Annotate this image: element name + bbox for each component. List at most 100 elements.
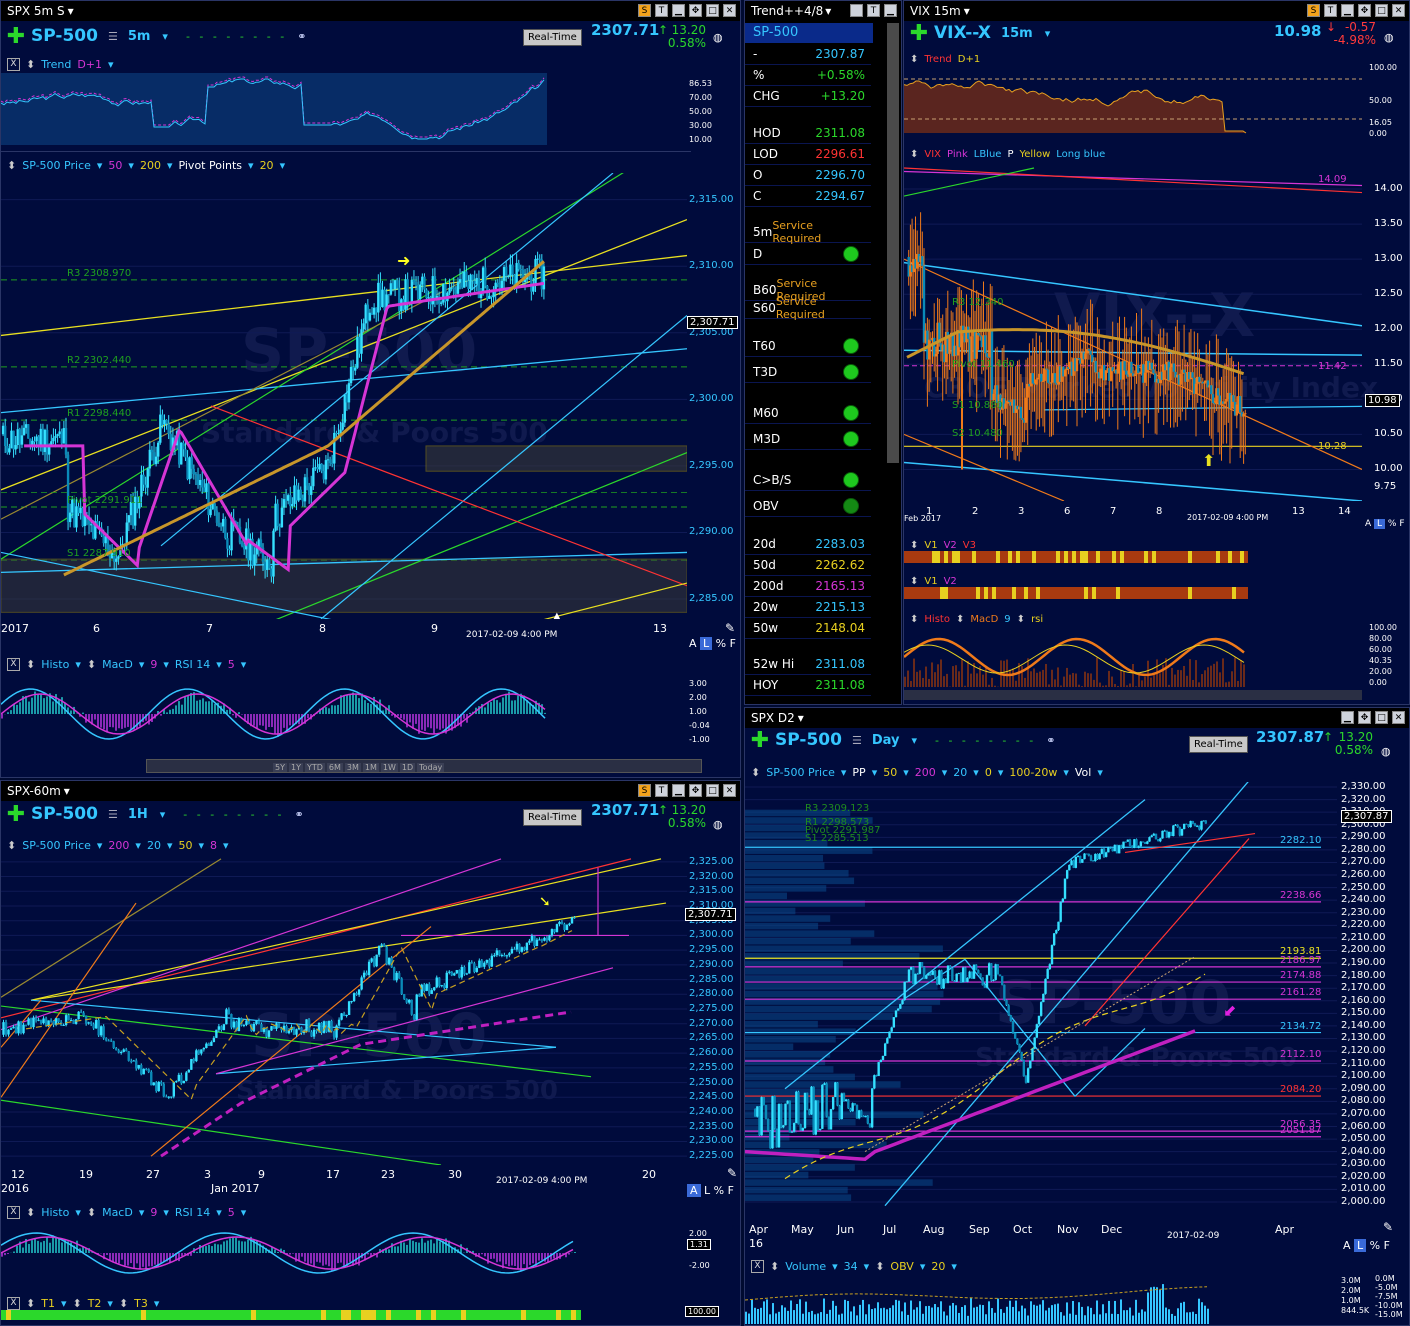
symbol-link-button[interactable]: S — [638, 4, 651, 17]
minimize-button[interactable]: ▁ — [672, 4, 685, 17]
pane-titlebar[interactable]: VIX 15m ▾ S T ▁ ✥ □ ✕ — [904, 1, 1409, 21]
symbol-name[interactable]: SP-500 — [775, 730, 842, 750]
rsi-label[interactable]: RSI 14 — [174, 657, 211, 671]
symbol-name[interactable]: SP-500 — [31, 804, 98, 824]
obv-label[interactable]: OBV — [890, 1259, 914, 1273]
close-study-icon[interactable]: X — [7, 1205, 20, 1219]
v1-label[interactable]: V1 — [924, 539, 938, 551]
range-button[interactable]: 3M — [344, 763, 361, 772]
histo-label[interactable]: Histo — [41, 1205, 70, 1219]
binoculars-icon[interactable]: ⚭ — [1046, 733, 1056, 747]
timeframe-select[interactable]: 1H — [127, 806, 148, 822]
pane-titlebar[interactable]: SPX 5m S ▾ S T ▁ ✥ □ ✕ — [1, 1, 740, 21]
close-study-icon[interactable]: X — [751, 1259, 764, 1273]
vix-label[interactable]: VIX — [924, 148, 942, 160]
range-button[interactable]: YTD — [304, 763, 325, 772]
scale-options[interactable]: A L % F — [1365, 519, 1405, 529]
close-study-icon[interactable]: X — [7, 1296, 20, 1310]
template-button[interactable]: T — [655, 784, 668, 797]
draw-pencil-icon[interactable]: ✎ — [725, 621, 736, 635]
drawing-tools[interactable]: - - - - - - - - — [935, 733, 1037, 747]
list-icon[interactable]: ☰ — [107, 807, 118, 821]
maximize-button[interactable]: □ — [706, 4, 719, 17]
minimize-button[interactable]: ▁ — [884, 4, 897, 17]
close-button[interactable]: ✕ — [723, 4, 736, 17]
close-study-icon[interactable]: X — [7, 657, 20, 671]
binoculars-icon[interactable]: ⚭ — [294, 807, 304, 821]
symbol-name[interactable]: SP-500 — [31, 26, 98, 46]
trend-study-label[interactable]: Trend — [924, 53, 952, 65]
range-button[interactable]: 5Y — [273, 763, 287, 772]
add-icon[interactable]: ✚ — [909, 20, 929, 46]
add-icon[interactable]: ✚ — [6, 801, 26, 827]
maximize-button[interactable]: □ — [706, 784, 719, 797]
macd-label[interactable]: MacD — [102, 1205, 133, 1219]
minimize-button[interactable]: ▁ — [1341, 711, 1354, 724]
symbol-link-button[interactable]: S — [638, 784, 651, 797]
pane-titlebar[interactable]: SPX-60m ▾ S T ▁ ✥ □ ✕ — [1, 781, 740, 801]
range-button[interactable]: 1D — [399, 763, 416, 772]
add-icon[interactable]: ✚ — [750, 727, 770, 753]
globe-icon[interactable]: ◍ — [713, 31, 723, 44]
price-study-label[interactable]: SP-500 Price — [22, 158, 91, 172]
range-scrollbar[interactable] — [904, 690, 1362, 700]
pane-titlebar[interactable]: SPX D2 ▾ ▁ ✥ □ ✕ — [745, 708, 1409, 728]
timeframe-select[interactable]: Day — [871, 732, 900, 748]
binoculars-icon[interactable]: ⚭ — [297, 29, 307, 43]
timeframe-select[interactable]: 15m — [1001, 25, 1033, 41]
move-icon[interactable]: ✥ — [1358, 711, 1371, 724]
scale-options[interactable]: A L % F — [689, 637, 736, 650]
minimize-button[interactable]: ▁ — [672, 784, 685, 797]
v1-label[interactable]: V1 — [924, 575, 938, 587]
rsi-label[interactable]: RSI 14 — [174, 1205, 211, 1219]
volume-label[interactable]: Volume — [785, 1259, 827, 1273]
pane-titlebar[interactable]: Trend++4/8 ▾ T ▁ — [745, 1, 901, 21]
minimize-button[interactable]: ▁ — [1341, 4, 1354, 17]
template-button[interactable]: T — [867, 4, 880, 17]
add-icon[interactable]: ✚ — [6, 23, 26, 49]
globe-icon[interactable]: ◍ — [1384, 31, 1394, 44]
histo-label[interactable]: Histo — [924, 613, 950, 625]
move-icon[interactable]: ✥ — [689, 784, 702, 797]
template-button[interactable]: T — [1324, 4, 1337, 17]
move-icon[interactable]: ✥ — [689, 4, 702, 17]
close-study-icon[interactable]: X — [7, 57, 20, 71]
maximize-button[interactable]: □ — [1375, 4, 1388, 17]
close-button[interactable]: ✕ — [1392, 711, 1405, 724]
list-icon[interactable]: ☰ — [851, 733, 862, 747]
t1-label[interactable]: T1 — [41, 1296, 55, 1310]
drawing-tools[interactable]: - - - - - - - - — [185, 29, 288, 43]
symbol-link-button[interactable]: S — [1307, 4, 1320, 17]
macd-label[interactable]: MacD — [102, 657, 133, 671]
t3-label[interactable]: T3 — [134, 1296, 148, 1310]
close-button[interactable]: ✕ — [1392, 4, 1405, 17]
symbol-name[interactable]: VIX--X — [934, 23, 992, 43]
macd-label[interactable]: MacD — [970, 613, 999, 625]
draw-pencil-icon[interactable]: ✎ — [1383, 1220, 1394, 1234]
price-study-label[interactable]: SP-500 Price — [766, 765, 835, 779]
table-scrollbar[interactable] — [887, 23, 899, 463]
move-icon[interactable]: ✥ — [1358, 4, 1371, 17]
globe-icon[interactable]: ◍ — [713, 818, 723, 831]
histo-label[interactable]: Histo — [41, 657, 70, 671]
range-button[interactable]: 1M — [362, 763, 379, 772]
range-button[interactable]: 1Y — [288, 763, 303, 772]
scale-options[interactable]: A L % F — [687, 1184, 734, 1197]
drawing-tools[interactable]: - - - - - - - - — [183, 807, 285, 821]
trend-study-label[interactable]: Trend — [41, 57, 72, 71]
range-button[interactable]: Today — [417, 763, 445, 772]
globe-icon[interactable]: ◍ — [1381, 745, 1391, 758]
maximize-button[interactable]: □ — [1375, 711, 1388, 724]
template-button[interactable]: T — [655, 4, 668, 17]
range-buttons[interactable]: 5Y 1Y YTD 6M 3M 1M 1W 1D Today — [273, 763, 445, 772]
timeframe-select[interactable]: 5m — [127, 28, 151, 44]
close-button[interactable]: ✕ — [723, 784, 736, 797]
link-button[interactable] — [850, 4, 863, 17]
range-button[interactable]: 6M — [326, 763, 343, 772]
draw-pencil-icon[interactable]: ✎ — [727, 1166, 738, 1180]
list-icon[interactable]: ☰ — [107, 29, 118, 43]
price-study-label[interactable]: SP-500 Price — [22, 838, 91, 852]
scale-options[interactable]: A L % F — [1343, 1239, 1390, 1252]
t2-label[interactable]: T2 — [87, 1296, 102, 1310]
rsi-label[interactable]: rsi — [1031, 613, 1044, 625]
